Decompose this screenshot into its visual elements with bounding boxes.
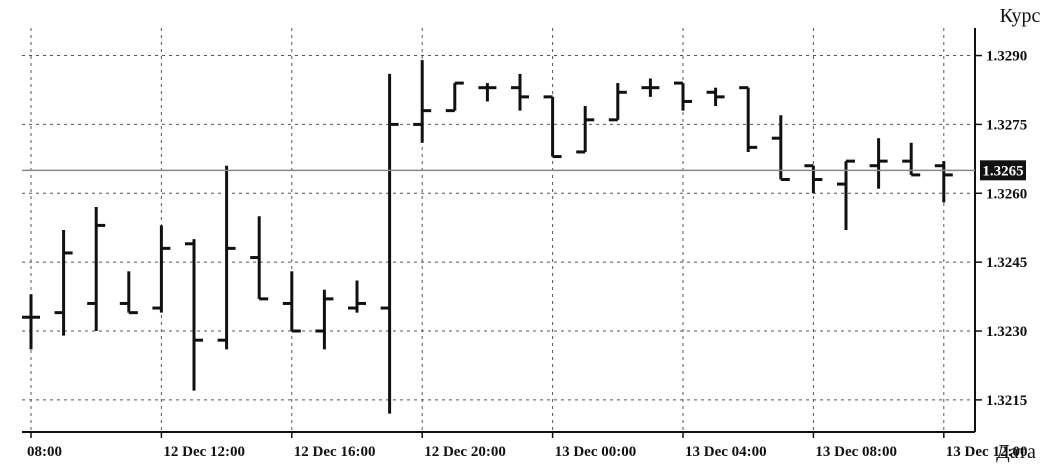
ohlc-bar [511,73,529,111]
x-tick-label: 13 Dec 08:00 [815,444,897,460]
y-tick-label: 1.3215 [986,393,1027,409]
ohlc-bar [641,78,660,97]
x-tick-label: 12 Dec 16:00 [294,444,376,460]
ohlc-bar [413,60,432,143]
ohlc-bar [902,142,921,177]
x-tick-label: 12 Dec 12:00 [163,444,245,460]
ohlc-bar [739,86,758,152]
current-price-marker: 1.3265 [22,160,1026,181]
ohlc-bar [608,83,627,122]
ohlc-bar [185,239,203,391]
ohlc-bar [837,159,855,230]
y-tick-label: 1.3275 [986,117,1027,133]
ohlc-bar [22,294,40,350]
ohlc-bar [674,81,692,111]
ohlc-bar [282,271,301,333]
x-tick-label: 13 Dec 00:00 [555,444,637,460]
ohlc-bar [478,83,497,102]
ohlc-bar [380,73,399,414]
ohlc-bar [250,216,269,301]
x-tick-label: 13 Dec 12:00 [946,444,1028,460]
x-tick-labels: 08:00 12 Dec 12:00 12 Dec 16:00 12 Dec 20:0… [27,432,1027,460]
ohlc-bar [869,138,888,189]
ohlc-bar [152,225,171,313]
grid [22,28,975,432]
ohlc-bar [934,161,953,203]
ohlc-bar [87,207,106,331]
y-tick-label: 1.3290 [986,49,1027,65]
ohlc-bar [348,280,366,313]
ohlc-bar [771,115,790,181]
ohlc-bar [576,106,595,154]
ohlc-bar [445,81,464,113]
y-tick-label: 1.3245 [986,255,1027,271]
current-price-box [980,160,1026,181]
ohlc-bar [706,87,725,107]
y-tick-label: 1.3260 [986,186,1027,202]
ohlc-bar [315,289,334,350]
y-tick-label: 1.3230 [986,324,1027,340]
ohlc-bar [217,165,236,350]
price-bars [22,60,953,414]
ohlc-bar [543,95,562,159]
x-tick-label: 12 Dec 20:00 [424,444,506,460]
ohlc-bar [54,230,73,336]
ohlc-bar [119,271,138,315]
x-tick-label: 08:00 [27,444,62,460]
y-axis-title: Курс [1000,5,1041,27]
x-axis-title: Дата [996,441,1036,463]
x-tick-label: 13 Dec 04:00 [685,444,767,460]
y-tick-labels: 1.3290 1.3275 1.3260 1.3245 1.3230 1.3215 [975,49,1027,409]
current-price-label: 1.3265 [982,163,1023,179]
axes [22,28,976,433]
